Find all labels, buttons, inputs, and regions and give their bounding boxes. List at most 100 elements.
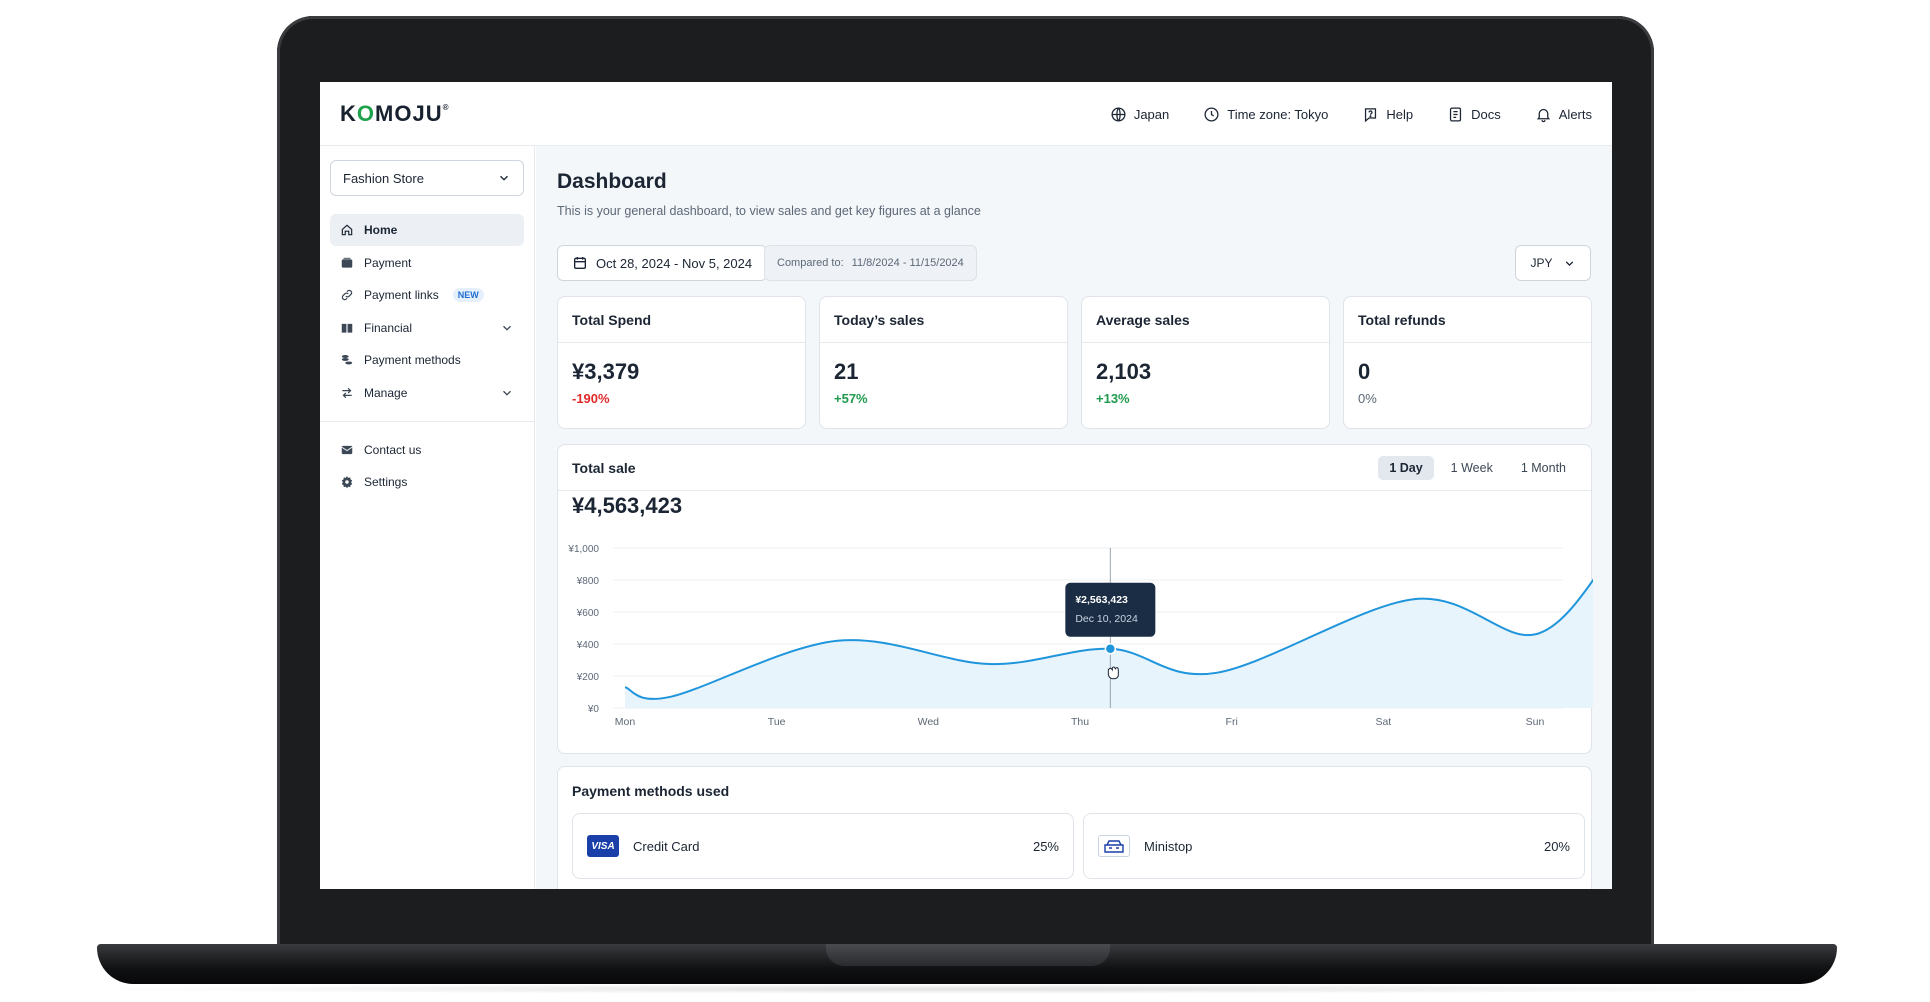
y-tick-label: ¥400 <box>576 640 600 651</box>
stat-delta: +13% <box>1096 391 1130 406</box>
x-tick-label: Fri <box>1226 716 1238 728</box>
sidebar-item-payment-links[interactable]: Payment links NEW <box>330 279 524 311</box>
chevron-down-icon[interactable] <box>500 386 514 400</box>
sales-chart: ¥0 ¥200 ¥400 ¥600 ¥800 ¥1,000 Mon Tue Wed Thu Fri S… <box>567 544 1593 728</box>
x-tick-label: Mon <box>615 716 636 728</box>
sidebar-item-financial[interactable]: Financial <box>330 312 524 344</box>
cursor-hand-shape <box>1107 666 1119 680</box>
chevron-down-icon <box>500 175 508 181</box>
sidebar-item-payment[interactable]: Payment <box>330 247 524 279</box>
y-tick-label: ¥0 <box>587 704 600 715</box>
tab-1-month[interactable]: 1 Month <box>1520 460 1566 475</box>
currency-label: JPY <box>1530 256 1553 270</box>
total-sale-header: Total sale 1 Day 1 Week 1 Month <box>558 445 1591 491</box>
sidebar-item-label: Home <box>364 223 398 237</box>
book-icon <box>341 323 353 333</box>
gear-icon <box>341 476 353 489</box>
docs-icon <box>1450 106 1462 122</box>
currency-select[interactable]: JPY <box>1515 245 1591 281</box>
sidebar-item-label: Payment links <box>364 288 439 302</box>
payment-method-credit-card[interactable]: VISA Credit Card 25% <box>572 813 1074 879</box>
compare-label: Compared to: <box>777 257 844 269</box>
store-select[interactable]: Fashion Store <box>330 160 524 196</box>
stat-title: Average sales <box>1082 297 1329 343</box>
docs-link[interactable]: Docs <box>1447 106 1501 123</box>
compare-range[interactable]: Compared to: 11/8/2024 - 11/15/2024 <box>764 245 977 281</box>
tab-1-week[interactable]: 1 Week <box>1450 460 1493 475</box>
x-tick-label: Wed <box>918 716 940 728</box>
sidebar-nav: Home Payment Payment links NEW Financial… <box>320 214 534 499</box>
stats-row: Total Spend ¥3,379 -190% Today’s sales 2… <box>557 296 1592 429</box>
total-sale-card: Total sale 1 Day 1 Week 1 Month ¥4,563,4… <box>557 444 1593 754</box>
stat-value: ¥3,379 <box>572 359 640 384</box>
tooltip-date: Dec 10, 2024 <box>1075 613 1138 625</box>
coins-icon <box>341 355 353 365</box>
payment-method-ministop[interactable]: Ministop 20% <box>1083 813 1585 879</box>
chevron-down-icon[interactable] <box>500 321 514 335</box>
region-selector[interactable]: Japan <box>1110 106 1169 123</box>
sidebar-item-manage[interactable]: Manage <box>330 377 524 409</box>
range-tabs: 1 Day 1 Week 1 Month <box>1378 455 1577 480</box>
visa-logo: VISA <box>587 835 619 857</box>
tab-1-day[interactable]: 1 Day <box>1378 455 1434 480</box>
x-tick-label: Sun <box>1526 716 1545 728</box>
alerts-link[interactable]: Alerts <box>1535 106 1592 123</box>
main-content: Dashboard This is your general dashboard… <box>536 146 1612 889</box>
timezone-selector[interactable]: Time zone: Tokyo <box>1203 106 1328 123</box>
help-label: Help <box>1386 106 1414 122</box>
store-name: Fashion Store <box>343 170 424 186</box>
stat-title: Total Spend <box>558 297 805 343</box>
sidebar-item-contact-us[interactable]: Contact us <box>330 434 524 466</box>
sidebar-item-label: Payment methods <box>364 353 461 367</box>
chart-series-line <box>624 578 1593 700</box>
date-range-label: Oct 28, 2024 - Nov 5, 2024 <box>596 255 753 271</box>
total-sale-title: Total sale <box>572 459 636 476</box>
sidebar: Fashion Store Home Payment Payment links… <box>320 146 535 889</box>
sidebar-divider <box>320 420 534 422</box>
top-bar: KOMOJU® Japan Time zone: Tokyo Help Docs… <box>320 82 1612 146</box>
tooltip-value: ¥2,563,423 <box>1075 594 1128 606</box>
sidebar-item-payment-methods[interactable]: Payment methods <box>330 344 524 376</box>
stat-value: 2,103 <box>1096 359 1152 384</box>
screen: KOMOJU® Japan Time zone: Tokyo Help Docs… <box>320 82 1612 889</box>
x-tick-label: Sat <box>1375 716 1391 728</box>
page-subtitle: This is your general dashboard, to view … <box>557 204 981 218</box>
timezone-label: Time zone: Tokyo <box>1227 106 1329 122</box>
globe-icon <box>1111 106 1126 122</box>
x-tick-label: Thu <box>1071 716 1089 728</box>
compare-range-value: 11/8/2024 - 11/15/2024 <box>851 257 964 269</box>
stat-card-average-sales: Average sales 2,103 +13% <box>1081 296 1330 429</box>
laptop-notch <box>826 944 1110 966</box>
stat-card-total-spend: Total Spend ¥3,379 -190% <box>557 296 806 429</box>
y-tick-label: ¥800 <box>576 576 600 587</box>
chart-area-fill <box>625 580 1593 708</box>
link-icon <box>341 289 353 301</box>
komoju-logo[interactable]: KOMOJU® <box>340 101 450 126</box>
stat-value: 21 <box>834 359 859 384</box>
payment-method-name: Credit Card <box>633 838 700 854</box>
sidebar-item-settings[interactable]: Settings <box>330 466 524 498</box>
mail-icon <box>341 445 353 454</box>
sidebar-item-label: Contact us <box>364 442 422 457</box>
sidebar-item-label: Payment <box>364 255 412 270</box>
sidebar-item-label: Manage <box>364 385 408 400</box>
stat-delta: -190% <box>572 391 610 406</box>
stat-title: Today’s sales <box>820 297 1067 343</box>
cursor-hand-icon <box>1107 666 1119 680</box>
payment-method-name: Ministop <box>1144 838 1193 854</box>
payment-methods-card: Payment methods used VISA Credit Card 25… <box>557 766 1592 889</box>
alerts-label: Alerts <box>1558 106 1592 122</box>
stat-delta: 0% <box>1358 391 1377 406</box>
date-range-picker[interactable]: Oct 28, 2024 - Nov 5, 2024 <box>557 245 768 281</box>
highlight-point <box>1104 643 1117 655</box>
sidebar-item-label: Settings <box>364 475 408 489</box>
page-title: Dashboard <box>557 170 667 193</box>
stat-card-todays-sales: Today’s sales 21 +57% <box>819 296 1068 429</box>
new-badge: NEW <box>452 288 484 302</box>
sidebar-item-label: Financial <box>364 320 413 335</box>
sidebar-item-home[interactable]: Home <box>330 214 524 246</box>
help-link[interactable]: Help <box>1362 106 1413 123</box>
docs-label: Docs <box>1471 106 1501 122</box>
y-tick-label: ¥1,000 <box>567 544 599 555</box>
top-nav: Japan Time zone: Tokyo Help Docs Alerts <box>1110 82 1592 146</box>
